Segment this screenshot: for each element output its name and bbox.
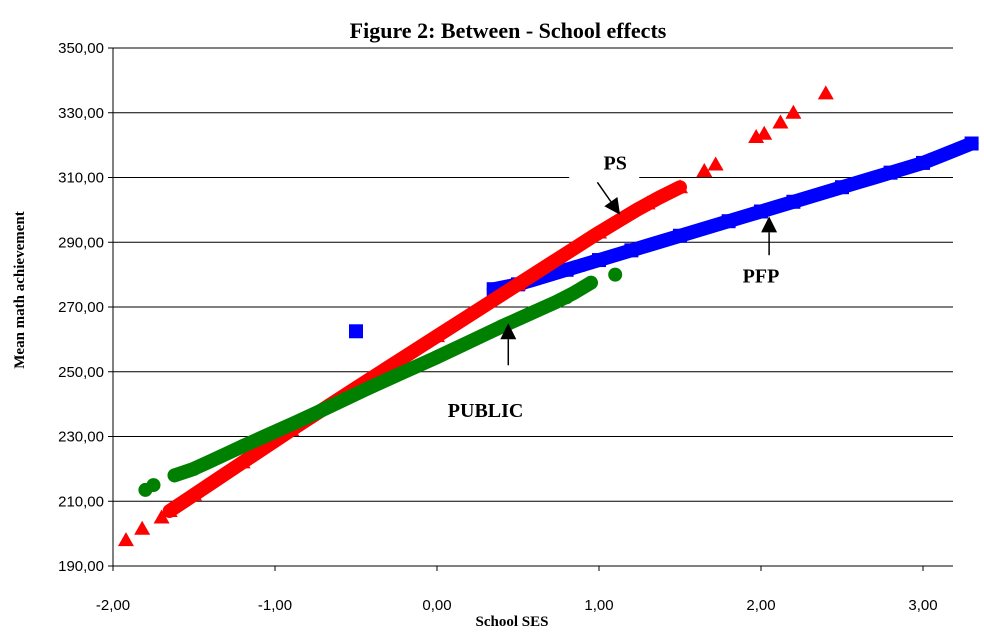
y-tick-label: 190,00 (58, 558, 104, 575)
data-point (754, 204, 768, 219)
data-point (187, 461, 201, 476)
data-point (883, 165, 898, 180)
data-point (916, 155, 930, 170)
x-tick-label: 2,00 (746, 597, 775, 614)
x-tick-label: 1,00 (584, 597, 613, 614)
data-point (153, 509, 170, 524)
data-point (559, 290, 574, 305)
y-tick-label: 290,00 (58, 234, 104, 251)
data-point (167, 468, 182, 483)
series-public (138, 267, 623, 497)
annotations: PS PFP PUBLIC (448, 139, 780, 422)
data-point (696, 163, 713, 178)
data-point (835, 180, 849, 195)
y-tick-label: 230,00 (58, 429, 104, 446)
data-point (234, 454, 251, 469)
tick-labels: 190,00 210,00 230,00 250,00 270,00 290,00 310,… (58, 40, 937, 614)
data-point (235, 439, 250, 454)
data-series (117, 85, 979, 547)
data-point (186, 486, 202, 501)
arrow-head (761, 216, 778, 233)
x-tick-label: 3,00 (908, 597, 937, 614)
x-axis-label: School SES (476, 614, 549, 630)
data-point (772, 114, 789, 129)
arrow-head (500, 323, 517, 340)
axes (112, 48, 953, 571)
data-point (134, 520, 151, 535)
data-point (429, 328, 445, 343)
y-tick-label: 250,00 (58, 364, 104, 381)
data-point (146, 478, 161, 493)
annotation-ps: PS (604, 152, 627, 174)
data-point (365, 379, 380, 394)
series-ps (117, 85, 834, 547)
chart-title: Figure 2: Between - School effects (350, 18, 667, 43)
data-point (785, 104, 802, 119)
y-tick-label: 350,00 (58, 40, 104, 57)
series-band (575, 136, 979, 272)
data-point (964, 136, 979, 151)
data-point (707, 156, 724, 171)
arrow-shaft (596, 181, 612, 203)
data-point (672, 179, 688, 194)
data-point (559, 262, 574, 277)
y-tick-label: 330,00 (58, 105, 104, 122)
x-tick-label: -1,00 (258, 597, 292, 614)
data-point (583, 275, 598, 290)
data-point (673, 228, 687, 243)
arrow-head (604, 197, 621, 215)
series-pfp (349, 136, 979, 339)
annotation-public: PUBLIC (448, 400, 524, 422)
x-tick-label: -2,00 (96, 597, 130, 614)
data-point (608, 267, 623, 282)
data-point (591, 224, 607, 239)
data-point (721, 214, 736, 229)
label-background (569, 139, 640, 180)
data-point (349, 324, 363, 339)
y-tick-label: 210,00 (58, 493, 104, 510)
y-tick-label: 270,00 (58, 299, 104, 316)
annotation-pfp: PFP (743, 266, 780, 288)
data-point (639, 195, 656, 210)
data-point (592, 253, 606, 268)
x-tick-label: 0,00 (422, 597, 451, 614)
data-point (817, 85, 834, 100)
data-point (756, 125, 773, 140)
data-point (300, 410, 315, 425)
data-point (117, 532, 134, 547)
data-point (161, 502, 178, 517)
data-point (624, 243, 639, 258)
data-point (430, 350, 444, 365)
data-point (510, 276, 526, 291)
y-tick-label: 310,00 (58, 170, 104, 187)
y-axis-label: Mean math achievement (12, 211, 28, 368)
data-point (786, 194, 801, 209)
